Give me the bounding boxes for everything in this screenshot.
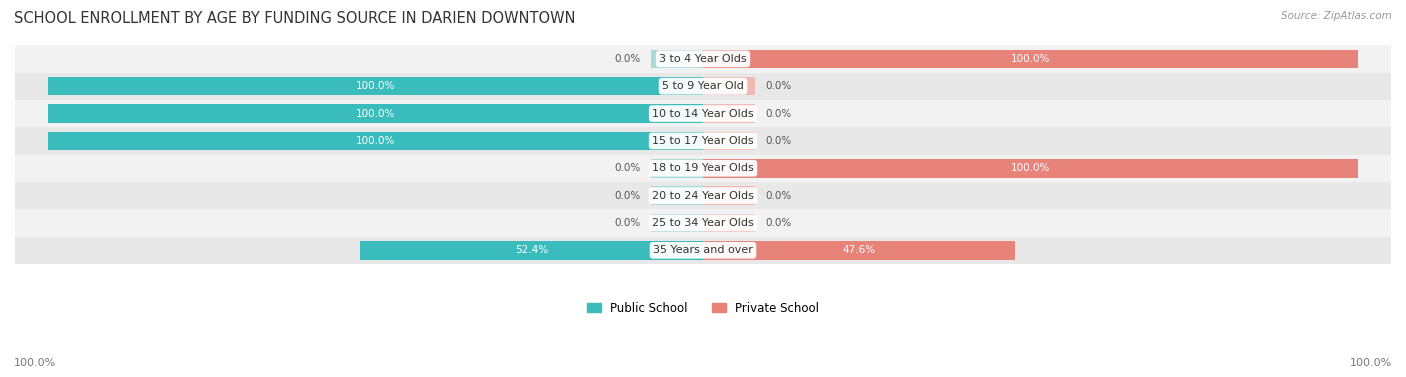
Text: 0.0%: 0.0% <box>614 54 641 64</box>
Bar <box>651 159 703 178</box>
Bar <box>48 77 703 95</box>
Text: 100.0%: 100.0% <box>1350 357 1392 368</box>
Text: 100.0%: 100.0% <box>1011 163 1050 173</box>
Bar <box>15 100 1391 127</box>
Text: 0.0%: 0.0% <box>614 163 641 173</box>
Text: 0.0%: 0.0% <box>614 218 641 228</box>
Bar <box>48 132 703 150</box>
Text: 0.0%: 0.0% <box>765 109 792 118</box>
Bar <box>703 186 755 205</box>
Text: 0.0%: 0.0% <box>765 136 792 146</box>
Text: 0.0%: 0.0% <box>614 191 641 201</box>
Bar <box>15 209 1391 237</box>
Bar <box>703 104 755 123</box>
Text: SCHOOL ENROLLMENT BY AGE BY FUNDING SOURCE IN DARIEN DOWNTOWN: SCHOOL ENROLLMENT BY AGE BY FUNDING SOUR… <box>14 11 575 26</box>
Bar <box>15 182 1391 209</box>
Bar <box>703 132 755 150</box>
Text: 15 to 17 Year Olds: 15 to 17 Year Olds <box>652 136 754 146</box>
Text: 10 to 14 Year Olds: 10 to 14 Year Olds <box>652 109 754 118</box>
Bar <box>703 241 1015 260</box>
Text: 47.6%: 47.6% <box>842 245 876 255</box>
Bar <box>703 77 755 95</box>
Bar <box>15 72 1391 100</box>
Bar <box>360 241 703 260</box>
Bar <box>48 104 703 123</box>
Bar <box>651 214 703 232</box>
Text: 0.0%: 0.0% <box>765 191 792 201</box>
Text: Source: ZipAtlas.com: Source: ZipAtlas.com <box>1281 11 1392 21</box>
Text: 100.0%: 100.0% <box>356 81 395 91</box>
Text: 0.0%: 0.0% <box>765 218 792 228</box>
Text: 100.0%: 100.0% <box>1011 54 1050 64</box>
Bar <box>703 214 755 232</box>
Bar <box>651 49 703 68</box>
Text: 100.0%: 100.0% <box>14 357 56 368</box>
Text: 3 to 4 Year Olds: 3 to 4 Year Olds <box>659 54 747 64</box>
Text: 20 to 24 Year Olds: 20 to 24 Year Olds <box>652 191 754 201</box>
Bar <box>15 237 1391 264</box>
Text: 100.0%: 100.0% <box>356 136 395 146</box>
Text: 25 to 34 Year Olds: 25 to 34 Year Olds <box>652 218 754 228</box>
Text: 35 Years and over: 35 Years and over <box>652 245 754 255</box>
Bar <box>15 155 1391 182</box>
Legend: Public School, Private School: Public School, Private School <box>582 297 824 319</box>
Text: 0.0%: 0.0% <box>765 81 792 91</box>
Text: 18 to 19 Year Olds: 18 to 19 Year Olds <box>652 163 754 173</box>
Bar <box>703 159 1358 178</box>
Text: 5 to 9 Year Old: 5 to 9 Year Old <box>662 81 744 91</box>
Text: 52.4%: 52.4% <box>515 245 548 255</box>
Bar <box>651 186 703 205</box>
Bar <box>15 45 1391 72</box>
Bar <box>703 49 1358 68</box>
Text: 100.0%: 100.0% <box>356 109 395 118</box>
Bar <box>15 127 1391 155</box>
